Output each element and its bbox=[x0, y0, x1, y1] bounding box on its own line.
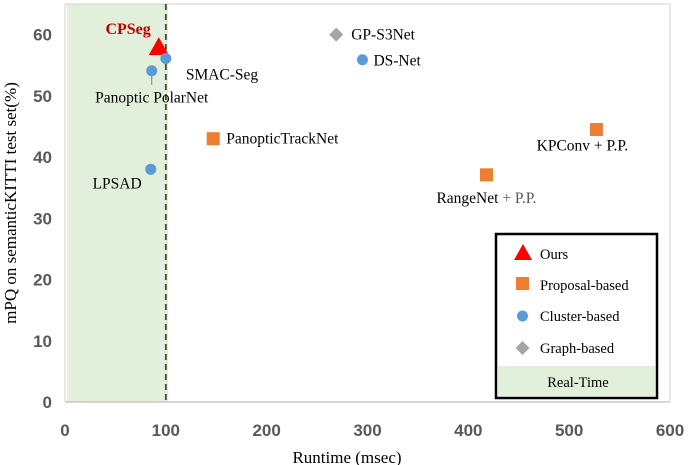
legend-realtime-swatch bbox=[498, 366, 655, 396]
point-label: DS-Net bbox=[373, 53, 421, 70]
x-tick-label: 600 bbox=[656, 421, 684, 440]
x-axis-title: Runtime (msec) bbox=[292, 448, 401, 465]
point-label: KPConv + P.P. bbox=[537, 138, 628, 155]
diamond-marker bbox=[329, 27, 344, 42]
circle-marker bbox=[160, 52, 172, 64]
legend-entry-cluster: Cluster-based bbox=[540, 309, 620, 325]
y-tick-label: 40 bbox=[33, 148, 52, 167]
y-tick-label: 50 bbox=[33, 87, 52, 106]
legend: Ours Proposal-based Cluster-based Graph-… bbox=[494, 232, 659, 400]
y-tick-label: 30 bbox=[33, 209, 52, 228]
point-labels: CPSeg PanopticTrackNet RangeNet + P.P. KPCo… bbox=[93, 21, 629, 207]
triangle-marker bbox=[148, 37, 169, 56]
point-label: SMAC-Seg bbox=[186, 66, 259, 83]
x-tick-label: 200 bbox=[252, 421, 280, 440]
y-tick-label: 10 bbox=[33, 332, 52, 351]
square-marker bbox=[206, 132, 220, 146]
x-tick-label: 500 bbox=[555, 421, 583, 440]
x-tick-label: 0 bbox=[60, 421, 69, 440]
legend-square-icon bbox=[516, 277, 529, 290]
point-label: PanopticTrackNet bbox=[226, 131, 339, 148]
legend-entry-realtime: Real-Time bbox=[547, 375, 609, 391]
point-label: Panoptic PolarNet bbox=[95, 90, 209, 107]
y-tick-labels: 0 10 20 30 40 50 60 bbox=[33, 26, 52, 412]
plot-area bbox=[64, 3, 671, 403]
point-label: RangeNet + P.P. bbox=[436, 190, 536, 207]
realtime-region bbox=[67, 4, 168, 402]
point-label: LPSAD bbox=[93, 175, 142, 192]
legend-circle-icon bbox=[517, 310, 528, 322]
legend-entry-ours: Ours bbox=[540, 247, 569, 263]
legend-entry-graph: Graph-based bbox=[540, 341, 615, 357]
x-tick-label: 100 bbox=[152, 421, 180, 440]
data-points bbox=[145, 27, 603, 182]
y-tick-label: 0 bbox=[43, 393, 52, 412]
circle-marker bbox=[356, 54, 368, 66]
square-marker bbox=[589, 123, 603, 137]
legend-triangle-icon bbox=[514, 244, 532, 260]
x-tick-label: 300 bbox=[353, 421, 381, 440]
legend-entry-proposal: Proposal-based bbox=[540, 278, 629, 294]
x-tick-label: 400 bbox=[454, 421, 482, 440]
circle-marker bbox=[145, 163, 157, 175]
point-label: CPSeg bbox=[105, 21, 150, 38]
circle-marker bbox=[146, 65, 158, 77]
y-tick-label: 60 bbox=[33, 26, 52, 45]
x-tick-labels: 0 100 200 300 400 500 600 bbox=[60, 421, 684, 440]
legend-diamond-icon bbox=[515, 341, 530, 355]
square-marker bbox=[479, 168, 493, 182]
y-axis-title: mPQ on semanticKITTI test set(%) bbox=[1, 82, 20, 324]
y-tick-label: 20 bbox=[33, 271, 52, 290]
point-label: GP-S3Net bbox=[351, 27, 415, 44]
